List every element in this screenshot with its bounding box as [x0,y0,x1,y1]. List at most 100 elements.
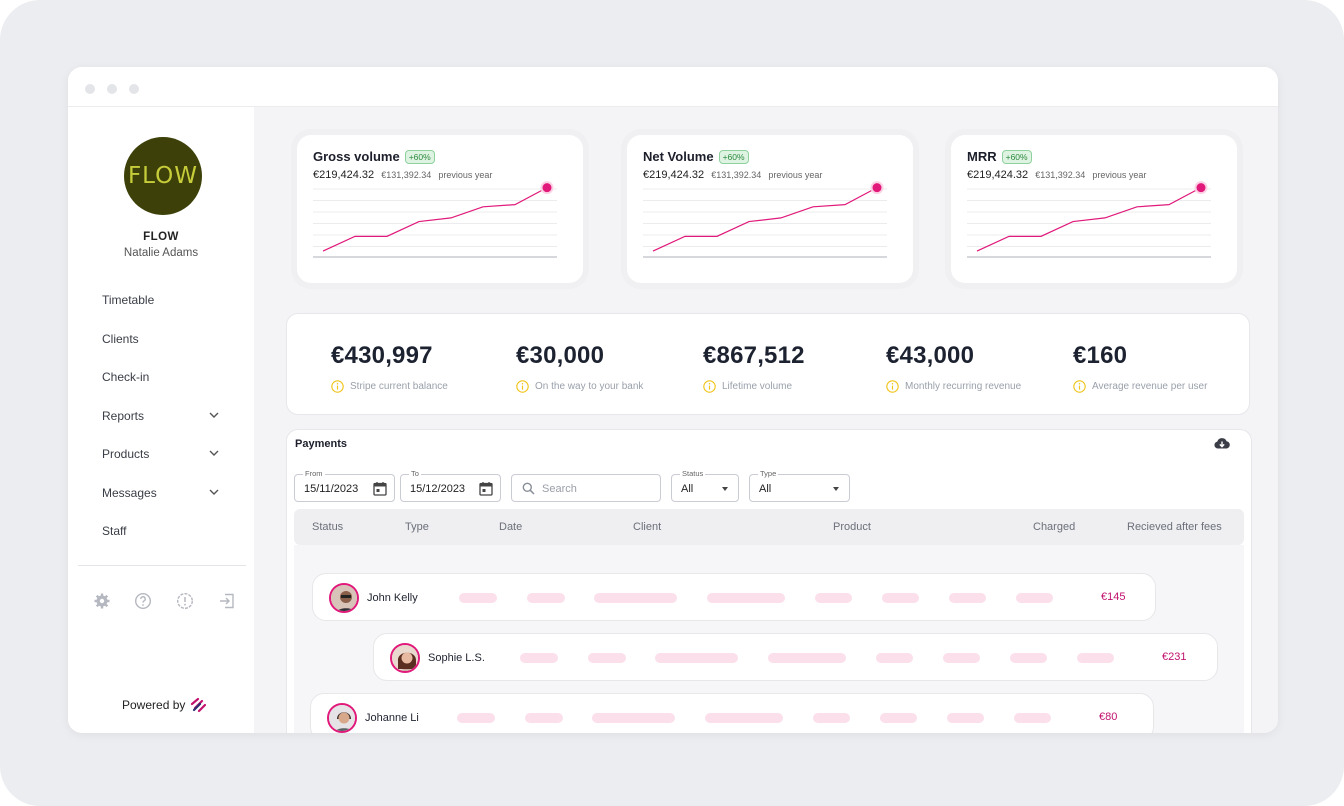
client-name: Johanne Li [365,712,419,724]
sidebar-item-products[interactable]: Products [102,447,150,461]
sidebar-item-messages[interactable]: Messages [102,486,157,500]
kpi-title-text: MRR [967,149,997,164]
info-icon[interactable] [1073,380,1086,393]
placeholder-bar [882,593,919,603]
stat-value: €160 [1073,342,1128,369]
to-date-value: 15/12/2023 [410,483,466,495]
chart-series-line [322,187,548,252]
to-date-field[interactable]: To 15/12/2023 [400,469,501,502]
status-select-label: Status [680,469,706,479]
mrr-chart [967,181,1211,258]
placeholder-bar [525,713,563,723]
stat-label: Stripe current balance [350,381,448,392]
dropdown-caret-icon [833,487,839,491]
window-dot[interactable] [129,84,139,94]
from-date-field[interactable]: From 15/11/2023 [294,469,395,502]
chevron-down-icon[interactable] [208,447,220,459]
kpi-previous-value: €131,392.34 [1035,170,1086,180]
kpi-title: Gross volume +60% [313,149,435,164]
placeholder-bar [594,593,677,603]
logout-icon[interactable] [218,592,236,610]
avatar [327,703,357,733]
kpi-card-mrr[interactable]: MRR +60% €219,424.32 €131,392.34 previous… [951,135,1237,283]
placeholder-bar [876,653,913,663]
placeholder-bar [949,593,986,603]
chart-point[interactable] [872,183,882,193]
help-icon[interactable] [134,592,152,610]
info-icon[interactable] [331,380,344,393]
table-row[interactable]: John Kelly €145 [312,573,1156,621]
alert-icon[interactable] [176,592,194,610]
settings-icon[interactable] [93,592,111,610]
type-select-value: All [759,483,772,495]
window-dot[interactable] [107,84,117,94]
user-name: Natalie Adams [123,247,199,259]
powered-by: Powered by [122,697,207,713]
placeholder-bar [707,593,785,603]
info-icon[interactable] [703,380,716,393]
chart-point[interactable] [542,183,552,193]
chevron-down-icon[interactable] [208,409,220,421]
stat-value: €430,997 [331,342,433,369]
stat-label-row: Monthly recurring revenue [886,380,1021,393]
payments-table-header: Status Type Date Client Product Charged … [294,509,1244,545]
sidebar-item-reports[interactable]: Reports [102,409,145,423]
sidebar-item-staff[interactable]: Staff [102,524,127,538]
search-placeholder: Search [542,483,577,495]
kpi-title: MRR +60% [967,149,1032,164]
column-header-client[interactable]: Client [633,521,662,533]
info-icon[interactable] [516,380,529,393]
column-header-status[interactable]: Status [312,521,344,533]
placeholder-bar [588,653,626,663]
cloud-download-icon[interactable] [1213,436,1231,452]
received-amount: €145 [1101,591,1126,603]
table-row[interactable]: Sophie L.S. €231 [373,633,1218,681]
payments-table-body: John Kelly €145 [294,545,1244,733]
calendar-icon[interactable] [479,481,493,496]
placeholder-bar [815,593,852,603]
type-select-label: Type [758,469,779,479]
growth-badge: +60% [1001,149,1032,164]
stat-label: Monthly recurring revenue [905,381,1022,392]
search-icon [522,482,535,495]
kpi-previous-value: €131,392.34 [711,170,762,180]
stat-monthly-recurring: €43,000 Monthly recurring revenue [886,342,1021,393]
chart-point[interactable] [1196,183,1206,193]
placeholder-bar [880,713,917,723]
table-row[interactable]: Johanne Li €80 [310,693,1154,733]
column-header-charged[interactable]: Charged [1033,521,1076,533]
vendor-logo-icon [191,697,207,713]
search-input[interactable]: Search [511,474,661,502]
column-header-product[interactable]: Product [833,521,871,533]
kpi-title-text: Gross volume [313,149,400,164]
kpi-title-text: Net Volume [643,149,714,164]
window-dot[interactable] [85,84,95,94]
stat-value: €30,000 [516,342,605,369]
placeholder-bar [1077,653,1114,663]
placeholder-bar [459,593,497,603]
sidebar-item-timetable[interactable]: Timetable [102,293,155,307]
column-header-date[interactable]: Date [499,521,523,533]
kpi-card-gross-volume[interactable]: Gross volume +60% €219,424.32 €131,392.34… [297,135,583,283]
sidebar-item-clients[interactable]: Clients [102,332,139,346]
status-select[interactable]: Status All [671,469,739,502]
placeholder-bar [655,653,738,663]
to-date-label: To [409,469,421,479]
gross-volume-chart [313,181,557,258]
column-header-received[interactable]: Recieved after fees [1127,521,1222,533]
stat-label: On the way to your bank [535,381,644,392]
growth-badge: +60% [718,149,749,164]
type-select[interactable]: Type All [749,469,850,502]
kpi-values: €219,424.32 €131,392.34 previous year [967,169,1146,181]
sidebar-item-check-in[interactable]: Check-in [102,370,150,384]
info-icon[interactable] [886,380,899,393]
chevron-down-icon[interactable] [208,486,220,498]
org-name: FLOW [143,231,179,243]
stat-lifetime-volume: €867,512 Lifetime volume [703,342,805,393]
kpi-card-net-volume[interactable]: Net Volume +60% €219,424.32 €131,392.34 p… [627,135,913,283]
kpi-value: €219,424.32 [313,169,375,181]
stat-stripe-balance: €430,997 Stripe current balance [331,342,448,393]
received-amount: €80 [1099,711,1118,723]
column-header-type[interactable]: Type [405,521,429,533]
calendar-icon[interactable] [373,481,387,496]
